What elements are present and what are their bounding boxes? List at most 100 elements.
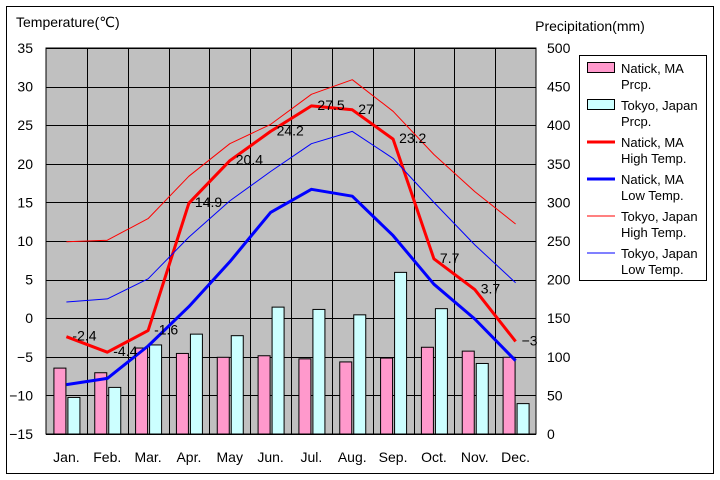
x-tick-label: May	[217, 449, 243, 465]
legend-box	[579, 55, 707, 281]
legend-label: Prcp.	[621, 77, 651, 92]
legend-label: High Temp.	[621, 225, 687, 240]
left-tick-label: 0	[25, 310, 33, 326]
left-tick-label: 15	[17, 194, 33, 210]
precipitation-bar	[67, 396, 81, 435]
left-tick-label: 35	[17, 40, 33, 56]
gridlines	[46, 48, 536, 435]
data-label: 7.7	[440, 250, 460, 266]
x-tick-label: Mar.	[134, 449, 161, 465]
data-label: −3	[522, 332, 538, 348]
data-label: 27	[358, 101, 374, 117]
precipitation-bar	[339, 361, 353, 435]
data-label: 23.2	[399, 130, 426, 146]
precipitation-bar	[230, 335, 244, 435]
right-tick-label: 200	[547, 272, 571, 288]
left-tick-label: 10	[17, 233, 33, 249]
temperature-line	[66, 79, 516, 243]
left-axis-ticks: 35 30 25 20 15 10 5 0 −5 −10 −15	[9, 40, 33, 442]
right-tick-label: 150	[547, 310, 571, 326]
right-tick-label: 50	[547, 387, 563, 403]
right-tick-label: 0	[547, 426, 555, 442]
x-tick-label: Sep.	[379, 449, 408, 465]
precipitation-bar	[461, 350, 475, 435]
left-tick-label: 25	[17, 117, 33, 133]
data-label: 3.7	[481, 281, 501, 297]
legend-label: Tokyo, Japan	[621, 246, 698, 261]
left-tick-label: −10	[9, 387, 33, 403]
precipitation-bar	[394, 271, 408, 435]
legend-label: Tokyo, Japan	[621, 209, 698, 224]
precipitation-bar	[257, 355, 271, 435]
temperature-line	[66, 187, 517, 387]
data-label: 20.4	[236, 152, 263, 168]
precipitation-bar	[94, 372, 108, 435]
legend-label: Tokyo, Japan	[621, 98, 698, 113]
right-tick-label: 500	[547, 40, 571, 56]
legend-label: Low Temp.	[621, 262, 684, 277]
precipitation-bar	[434, 308, 448, 435]
left-tick-label: 5	[25, 272, 33, 288]
precipitation-bar	[420, 346, 434, 435]
x-tick-label: Dec.	[501, 449, 530, 465]
precipitation-bars	[53, 271, 530, 435]
legend-label: Prcp.	[621, 114, 651, 129]
legend-label: Natick, MA	[621, 61, 684, 76]
x-tick-label: Aug.	[338, 449, 367, 465]
precipitation-bar	[108, 386, 122, 435]
legend-swatch	[587, 62, 615, 73]
left-axis-title: Temperature(℃)	[16, 14, 120, 30]
temperature-line	[65, 104, 517, 354]
precipitation-bar	[298, 358, 312, 435]
precipitation-bar	[380, 357, 394, 435]
legend-swatch	[587, 99, 615, 110]
data-label: 14.9	[195, 194, 222, 210]
x-tick-label: Nov.	[461, 449, 489, 465]
data-label: -1.6	[154, 322, 178, 338]
precipitation-bar	[271, 306, 285, 435]
x-tick-label: Jul.	[301, 449, 323, 465]
left-tick-label: −15	[9, 426, 33, 442]
x-tick-label: Jan.	[53, 449, 79, 465]
temperature-lines	[65, 79, 517, 387]
data-labels: -2.4 -4.4 -1.6 14.9 20.4 24.2 27.5 27 23.2 7.7 3.7…	[72, 97, 537, 359]
precipitation-bar	[475, 362, 489, 435]
x-tick-label: Jun.	[257, 449, 283, 465]
right-tick-label: 300	[547, 194, 571, 210]
data-label: 24.2	[277, 122, 304, 138]
data-label: -2.4	[72, 328, 96, 344]
data-label: 27.5	[317, 97, 344, 113]
x-tick-label: Oct.	[421, 449, 447, 465]
left-tick-label: 30	[17, 79, 33, 95]
precipitation-bar	[175, 352, 189, 435]
precipitation-bar	[149, 344, 163, 435]
temperature-line	[66, 130, 516, 303]
precipitation-bar	[502, 356, 516, 435]
right-tick-label: 350	[547, 156, 571, 172]
precipitation-bar	[353, 314, 367, 435]
precipitation-bar	[135, 347, 149, 435]
precipitation-bar	[189, 333, 203, 435]
legend-label: Natick, MA	[621, 172, 684, 187]
legend-label: Natick, MA	[621, 135, 684, 150]
precipitation-bar	[516, 403, 530, 435]
data-label: -4.4	[113, 343, 137, 359]
left-tick-label: −5	[17, 349, 33, 365]
precipitation-bar	[216, 356, 230, 435]
right-tick-label: 400	[547, 117, 571, 133]
right-axis-title: Precipitation(mm)	[535, 18, 645, 34]
x-tick-label: Apr.	[176, 449, 201, 465]
x-tick-label: Feb.	[93, 449, 121, 465]
precipitation-bar	[53, 367, 67, 435]
precipitation-bar	[312, 308, 326, 435]
legend-label: High Temp.	[621, 151, 687, 166]
right-tick-label: 250	[547, 233, 571, 249]
x-axis-ticks: Jan. Feb. Mar. Apr. May Jun. Jul. Aug. Sep. Oct. N…	[53, 449, 530, 465]
right-tick-label: 100	[547, 349, 571, 365]
legend-label: Low Temp.	[621, 188, 684, 203]
right-tick-label: 450	[547, 79, 571, 95]
left-tick-label: 20	[17, 156, 33, 172]
